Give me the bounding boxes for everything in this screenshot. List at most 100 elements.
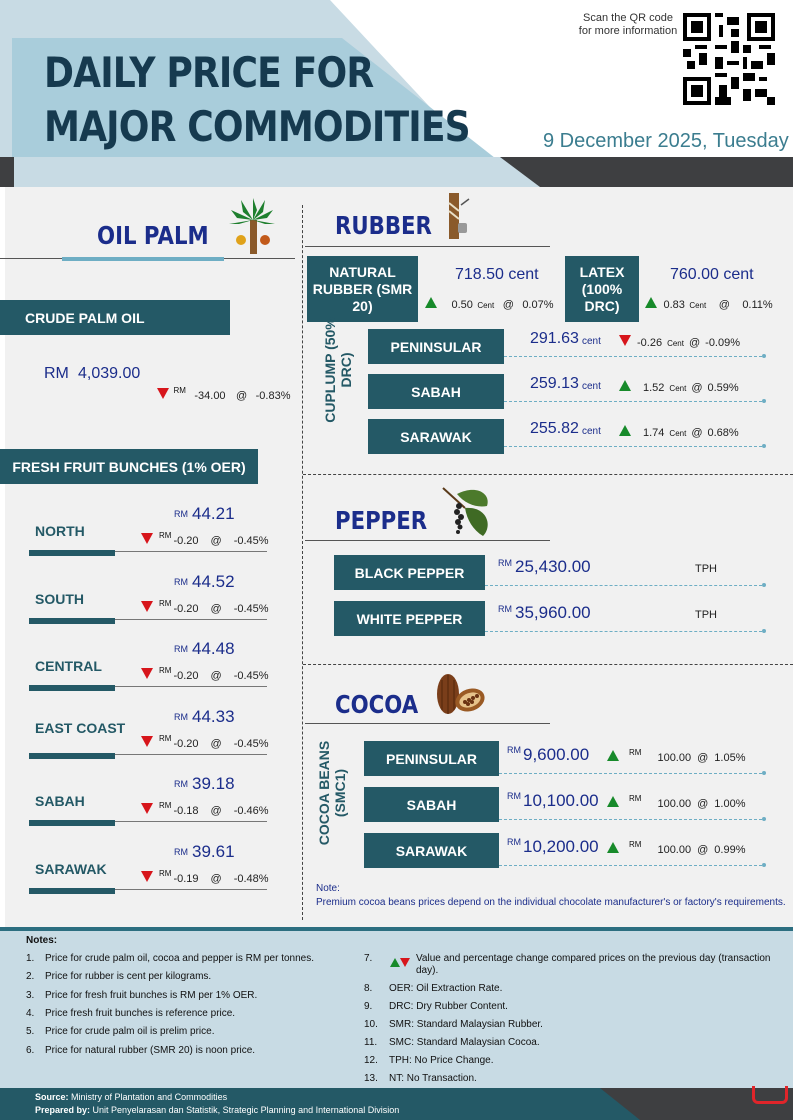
ffb-change-value: -0.20 — [173, 602, 199, 615]
ffb-rm-label: RM — [174, 644, 188, 654]
down-arrow-icon — [141, 735, 153, 747]
cocoa-region: PENINSULAR — [364, 741, 499, 776]
change-legend-icon — [390, 954, 410, 972]
pepper-line-end — [762, 583, 766, 587]
note-number: 9. — [364, 1001, 373, 1012]
footer-prepared-text: Unit Penyelarasan dan Statistik, Strateg… — [92, 1105, 400, 1115]
latex-change-row: 0.83 Cent @ 0.11% — [645, 295, 773, 313]
cuplump-dotted-line — [504, 356, 762, 357]
ffb-change-at: @ — [210, 737, 222, 750]
up-arrow-icon — [425, 297, 437, 308]
pepper-label: BLACK PEPPER — [334, 555, 485, 590]
pepper-dotted-line — [485, 631, 762, 632]
note-number: 3. — [26, 989, 35, 1001]
footer-prepared: Prepared by: Unit Penyelarasan dan Stati… — [35, 1105, 399, 1115]
ffb-price: 44.48 — [192, 639, 235, 658]
ffb-change-row: RM -0.20 @ -0.45% — [141, 599, 269, 617]
cuplump-line-end — [762, 399, 766, 403]
ffb-change-at: @ — [210, 805, 222, 818]
cuplump-line-end — [762, 444, 766, 448]
cocoa-change-pct: 0.99% — [714, 844, 746, 857]
ffb-price: 44.52 — [192, 571, 235, 591]
qr-code-icon[interactable] — [683, 13, 775, 105]
ffb-change-pct: -0.45% — [233, 602, 269, 615]
cuplump-change: -0.26 — [637, 337, 663, 349]
pepper-price: 35,960.00 — [515, 603, 591, 622]
natural-rubber-pct: 0.07% — [522, 299, 554, 311]
header-band-accent — [0, 157, 540, 187]
natural-rubber-change: 0.50 — [451, 299, 473, 311]
ffb-change-at: @ — [210, 535, 222, 548]
pepper-dotted-line — [485, 585, 762, 586]
down-arrow-icon — [141, 803, 153, 815]
cuplump-change-row: 1.52 Cent @0.59% — [619, 378, 739, 396]
up-arrow-icon — [607, 842, 619, 854]
cuplump-dotted-line — [504, 446, 762, 447]
ffb-region: NORTH — [35, 523, 85, 539]
cocoa-region: SABAH — [364, 787, 499, 822]
pepper-rm: RM — [498, 604, 512, 614]
latex-pct: 0.11% — [742, 299, 773, 311]
note-text: SMR: Standard Malaysian Rubber. — [389, 1019, 543, 1030]
note-text: OER: Oil Extraction Rate. — [389, 983, 503, 994]
cuplump-region: SARAWAK — [368, 419, 504, 454]
ffb-region-line — [115, 888, 267, 890]
cuplump-change-at: @ — [688, 337, 701, 349]
cocoa-rm: RM — [507, 791, 521, 801]
up-arrow-icon — [607, 750, 619, 762]
latex-change: 0.83 — [663, 299, 685, 311]
down-arrow-icon — [141, 533, 153, 545]
note-number: 7. — [364, 953, 373, 964]
ffb-region: SOUTH — [35, 590, 84, 607]
note-number: 13. — [364, 1073, 378, 1084]
ffb-price: 44.33 — [192, 706, 235, 726]
cocoa-change: 100.00 — [657, 844, 692, 857]
note-text: SMC: Standard Malaysian Cocoa. — [389, 1037, 540, 1048]
cocoa-price: 10,200.00 — [523, 837, 599, 856]
cocoa-pod-icon — [437, 674, 485, 714]
note-number: 11. — [364, 1037, 378, 1048]
notes-top-border — [0, 927, 793, 931]
note-text: Price for crude palm oil is prelim price… — [45, 1026, 215, 1038]
ffb-change-rm: RM — [159, 733, 172, 743]
ffb-change-row: RM -0.20 @ -0.45% — [141, 734, 269, 752]
page-title-line1: DAILY PRICE FOR — [44, 48, 374, 97]
cuplump-change-at: @ — [691, 382, 703, 394]
natural-rubber-at: @ — [502, 299, 514, 311]
down-arrow-icon — [141, 600, 153, 612]
cuplump-region: SABAH — [368, 374, 504, 409]
ffb-region-bar — [29, 617, 115, 624]
cpo-price: 4,039.00 — [78, 365, 141, 382]
note-text: Value and percentage change compared pri… — [416, 953, 771, 976]
ffb-price: 39.18 — [192, 774, 235, 793]
notes-title: Notes: — [26, 935, 58, 946]
ffb-change-value: -0.20 — [173, 737, 199, 750]
note-text: Price for crude palm oil, cocoa and pepp… — [45, 953, 315, 964]
cuplump-change-unit: Cent — [669, 429, 687, 438]
footer-prepared-label: Prepared by: — [35, 1105, 91, 1115]
pepper-label: WHITE PEPPER — [334, 601, 485, 636]
ffb-region-bar — [29, 550, 115, 556]
natural-rubber-change-row: 0.50 Cent @ 0.07% — [425, 295, 554, 313]
cocoa-note: Premium cocoa beans prices depend on the… — [316, 897, 786, 908]
cocoa-line-end — [762, 863, 766, 867]
latex-label: LATEX (100% DRC) — [565, 256, 639, 322]
note-number: 2. — [26, 971, 35, 983]
ffb-change-pct: -0.45% — [233, 670, 269, 683]
qr-caption: Scan the QR code for more information — [578, 12, 678, 37]
cocoa-region: SARAWAK — [364, 833, 499, 868]
note-number: 8. — [364, 983, 373, 994]
cuplump-price-unit: cent — [582, 336, 601, 347]
ffb-change-at: @ — [210, 670, 222, 683]
footer-source-label: Source: — [35, 1092, 69, 1102]
column-divider — [302, 205, 303, 920]
ffb-change-rm: RM — [159, 531, 172, 540]
cocoa-beans-label: COCOA BEANS (SMC1) — [316, 740, 348, 846]
cocoa-dotted-line — [499, 865, 762, 866]
ffb-rm-label: RM — [174, 509, 188, 519]
footer-source: Source: Ministry of Plantation and Commo… — [35, 1092, 227, 1102]
cocoa-change: 100.00 — [657, 798, 692, 811]
pepper-status: TPH — [695, 609, 717, 621]
cuplump-change-pct: 0.68% — [707, 427, 739, 439]
cocoa-change-rm: RM — [629, 748, 642, 757]
